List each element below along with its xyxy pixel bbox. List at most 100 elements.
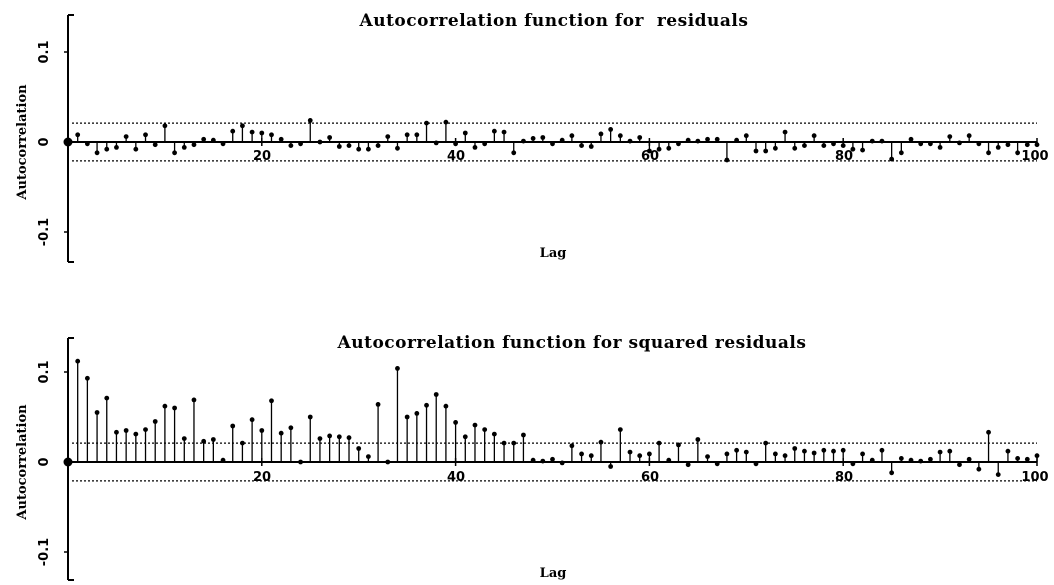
stem-marker [898, 150, 904, 156]
stem-marker [908, 457, 914, 463]
x-axis-label: Lag [540, 246, 567, 261]
stem-marker [550, 141, 555, 147]
stem-marker [482, 141, 488, 147]
stem-marker [821, 143, 827, 149]
stem-marker [957, 462, 962, 468]
x-axis-label: Lag [540, 566, 567, 581]
stem-marker [908, 136, 914, 142]
stem-marker [259, 130, 265, 136]
chart-title: Autocorrelation function for squared res… [337, 333, 807, 353]
stem-marker [772, 451, 778, 457]
stem-marker [414, 411, 420, 416]
stem-marker [278, 136, 284, 142]
stem-marker [695, 437, 701, 442]
x-tick-label: 100 [1021, 149, 1048, 164]
stem-marker [336, 434, 342, 440]
stem-marker [995, 145, 1001, 150]
stem-marker [114, 429, 119, 435]
stem-marker [937, 145, 943, 150]
stem-marker [1005, 142, 1011, 148]
stem-marker [288, 425, 294, 431]
stem-marker [743, 449, 749, 455]
stem-marker [307, 414, 313, 420]
stem-marker [395, 366, 400, 371]
stem-marker [240, 440, 245, 446]
stem-marker [501, 129, 507, 135]
x-tick-label: 100 [1021, 470, 1048, 485]
y-axis-label: Autocorrelation [15, 84, 30, 201]
acf-squared-residuals-panel: Autocorrelation function for squared res… [15, 333, 1049, 581]
stem-marker [608, 464, 614, 469]
stem-marker [162, 123, 168, 129]
stem-marker [172, 405, 177, 411]
y-tick-label: 0 [37, 137, 52, 146]
stem-marker [152, 142, 158, 148]
stem-marker [831, 448, 836, 454]
stem-marker [462, 130, 468, 136]
stem-marker [782, 129, 788, 135]
stem-marker [724, 157, 730, 163]
stem-marker [695, 138, 701, 144]
stem-marker [772, 145, 778, 151]
stem-marker [588, 144, 594, 149]
stem-marker [240, 123, 245, 129]
stem-marker [288, 143, 294, 149]
stem-marker [220, 457, 226, 463]
x-tick-label: 60 [641, 470, 659, 485]
stem-marker [443, 119, 449, 125]
stem-marker [860, 451, 865, 457]
stem-marker [298, 141, 303, 147]
y-tick-label: 0.1 [37, 360, 52, 383]
stem-marker [569, 133, 575, 139]
stem-marker [627, 449, 633, 455]
stem-marker [617, 133, 623, 139]
stem-marker [753, 461, 759, 467]
stem-marker [104, 395, 110, 401]
stem-marker [656, 440, 662, 446]
stem-marker [627, 138, 633, 144]
stem-marker [986, 150, 991, 156]
stem-marker [365, 146, 371, 152]
stem-marker [966, 456, 972, 462]
y-tick-label: -0.1 [37, 538, 52, 566]
stem-marker [966, 133, 972, 139]
stem-marker [317, 139, 323, 145]
stem-marker [802, 448, 807, 454]
stem-marker [976, 466, 982, 472]
stem-marker [1015, 456, 1021, 461]
stem-marker [666, 457, 672, 463]
stem-marker [210, 437, 216, 442]
stem-marker [860, 147, 865, 153]
stem-marker [1015, 150, 1021, 156]
stem-marker [608, 126, 614, 132]
stem-marker [579, 143, 584, 149]
x-tick-label: 40 [447, 149, 465, 164]
stem-marker [898, 456, 904, 461]
stem-marker [375, 143, 381, 149]
stem-marker [714, 461, 720, 467]
stem-marker [424, 402, 429, 408]
stem-marker [559, 460, 565, 466]
stem-marker [249, 417, 255, 423]
stem-marker [269, 398, 274, 404]
stem-marker [482, 427, 488, 432]
stem-marker [637, 453, 643, 459]
stem-marker [346, 435, 352, 441]
stem-marker [94, 150, 100, 156]
x-tick-label: 20 [253, 149, 271, 164]
stem-marker [811, 450, 817, 456]
stem-marker [162, 403, 168, 409]
x-tick-label: 60 [641, 149, 659, 164]
stem-marker [84, 375, 90, 381]
x-tick-label: 40 [447, 470, 465, 485]
stem-marker [375, 402, 381, 407]
stem-marker [385, 134, 391, 140]
stem-marker [617, 427, 623, 432]
stem-marker [259, 428, 265, 433]
x-tick-label: 80 [835, 470, 853, 485]
stem-marker [181, 436, 187, 441]
stem-marker [501, 440, 507, 446]
stem-marker [540, 135, 546, 140]
x-tick-label: 20 [253, 470, 271, 485]
stem-marker [550, 456, 555, 462]
